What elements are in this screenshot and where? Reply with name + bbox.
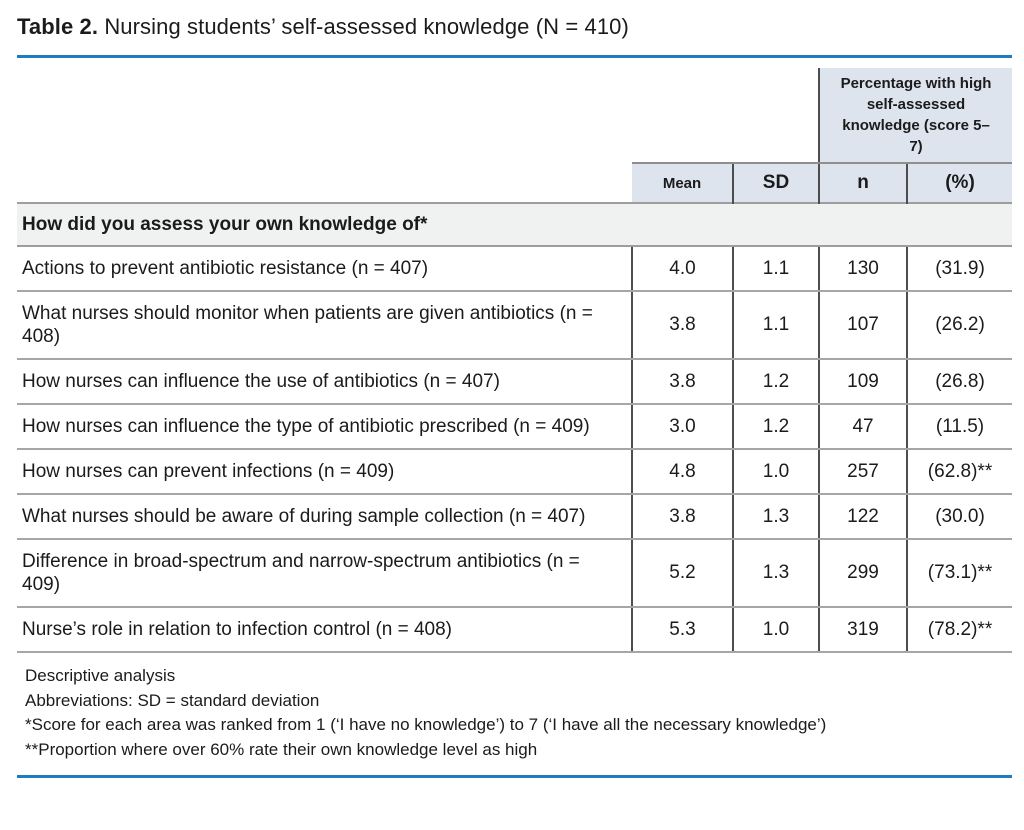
section-header-text: How did you assess your own knowledge of… <box>17 202 1013 247</box>
table-row: What nurses should be aware of during sa… <box>17 494 1013 540</box>
table-row: How nurses can influence the use of anti… <box>17 359 1013 405</box>
row-n: 47 <box>818 404 908 450</box>
table-caption: Nursing students’ self-assessed knowledg… <box>104 14 629 39</box>
row-label: Actions to prevent antibiotic resistance… <box>17 246 632 292</box>
footnotes: Descriptive analysis Abbreviations: SD = … <box>17 664 1012 762</box>
header-row-columns: Mean SD n (%) <box>17 162 1013 203</box>
row-n: 107 <box>818 291 908 360</box>
table-row: Nurse’s role in relation to infection co… <box>17 607 1013 653</box>
row-mean: 5.3 <box>631 607 733 653</box>
row-n: 257 <box>818 449 908 495</box>
row-label: Difference in broad-spectrum and narrow-… <box>17 539 632 608</box>
table-title: Table 2. Nursing students’ self-assessed… <box>17 14 1012 40</box>
row-n: 109 <box>818 359 908 405</box>
row-label: How nurses can prevent infections (n = 4… <box>17 449 632 495</box>
row-mean: 5.2 <box>631 539 733 608</box>
footnote-line: **Proportion where over 60% rate their o… <box>25 739 538 759</box>
row-sd: 1.3 <box>731 539 820 608</box>
footnote-line: *Score for each area was ranked from 1 (… <box>25 715 827 734</box>
row-label: What nurses should be aware of during sa… <box>17 494 632 540</box>
row-mean: 3.0 <box>631 404 733 450</box>
bottom-rule <box>17 775 1012 778</box>
row-mean: 4.0 <box>631 246 733 292</box>
span-header-text: Percentage with high self-assessed knowl… <box>840 75 992 155</box>
header-row-span: Percentage with high self-assessed knowl… <box>17 68 1013 164</box>
col-header-pct: (%) <box>906 162 1013 203</box>
top-rule <box>17 55 1012 58</box>
col-header-n: n <box>818 162 908 203</box>
table-row: How nurses can influence the type of ant… <box>17 404 1013 450</box>
row-sd: 1.0 <box>731 607 820 653</box>
knowledge-table: Percentage with high self-assessed knowl… <box>17 68 1013 653</box>
row-pct: (62.8)** <box>906 449 1013 495</box>
table-number: Table 2. <box>17 14 99 39</box>
row-n: 122 <box>818 494 908 540</box>
row-label: How nurses can influence the type of ant… <box>17 404 632 450</box>
row-sd: 1.3 <box>731 494 820 540</box>
row-sd: 1.1 <box>731 291 820 360</box>
footnote-line: Descriptive analysis <box>25 666 176 685</box>
section-header-row: How did you assess your own knowledge of… <box>17 202 1013 247</box>
row-n: 130 <box>818 246 908 292</box>
row-pct: (30.0) <box>906 494 1013 540</box>
header-spacer <box>17 68 820 163</box>
row-mean: 3.8 <box>631 494 733 540</box>
table-body: Percentage with high self-assessed knowl… <box>17 68 1013 653</box>
table-row: How nurses can prevent infections (n = 4… <box>17 449 1013 495</box>
col-header-mean: Mean <box>632 162 733 203</box>
footnote-line: Abbreviations: SD = standard deviation <box>25 690 320 710</box>
table-row: Difference in broad-spectrum and narrow-… <box>17 539 1013 608</box>
row-n: 299 <box>818 539 908 608</box>
row-pct: (78.2)** <box>906 607 1013 653</box>
col-header-sd: SD <box>731 162 820 203</box>
row-label: Nurse’s role in relation to infection co… <box>17 607 632 653</box>
row-mean: 3.8 <box>631 291 733 360</box>
span-header-cell: Percentage with high self-assessed knowl… <box>818 68 1013 164</box>
row-pct: (26.8) <box>906 359 1013 405</box>
row-n: 319 <box>818 607 908 653</box>
header-label-spacer <box>17 163 632 203</box>
row-mean: 3.8 <box>631 359 733 405</box>
row-pct: (26.2) <box>906 291 1013 360</box>
row-sd: 1.2 <box>731 359 820 405</box>
row-sd: 1.1 <box>731 246 820 292</box>
row-mean: 4.8 <box>631 449 733 495</box>
table-row: What nurses should monitor when patients… <box>17 291 1013 360</box>
row-sd: 1.0 <box>731 449 820 495</box>
table-row: Actions to prevent antibiotic resistance… <box>17 246 1013 292</box>
row-label: How nurses can influence the use of anti… <box>17 359 632 405</box>
row-pct: (31.9) <box>906 246 1013 292</box>
row-label: What nurses should monitor when patients… <box>17 291 632 360</box>
row-pct: (11.5) <box>906 404 1013 450</box>
row-sd: 1.2 <box>731 404 820 450</box>
row-pct: (73.1)** <box>906 539 1013 608</box>
